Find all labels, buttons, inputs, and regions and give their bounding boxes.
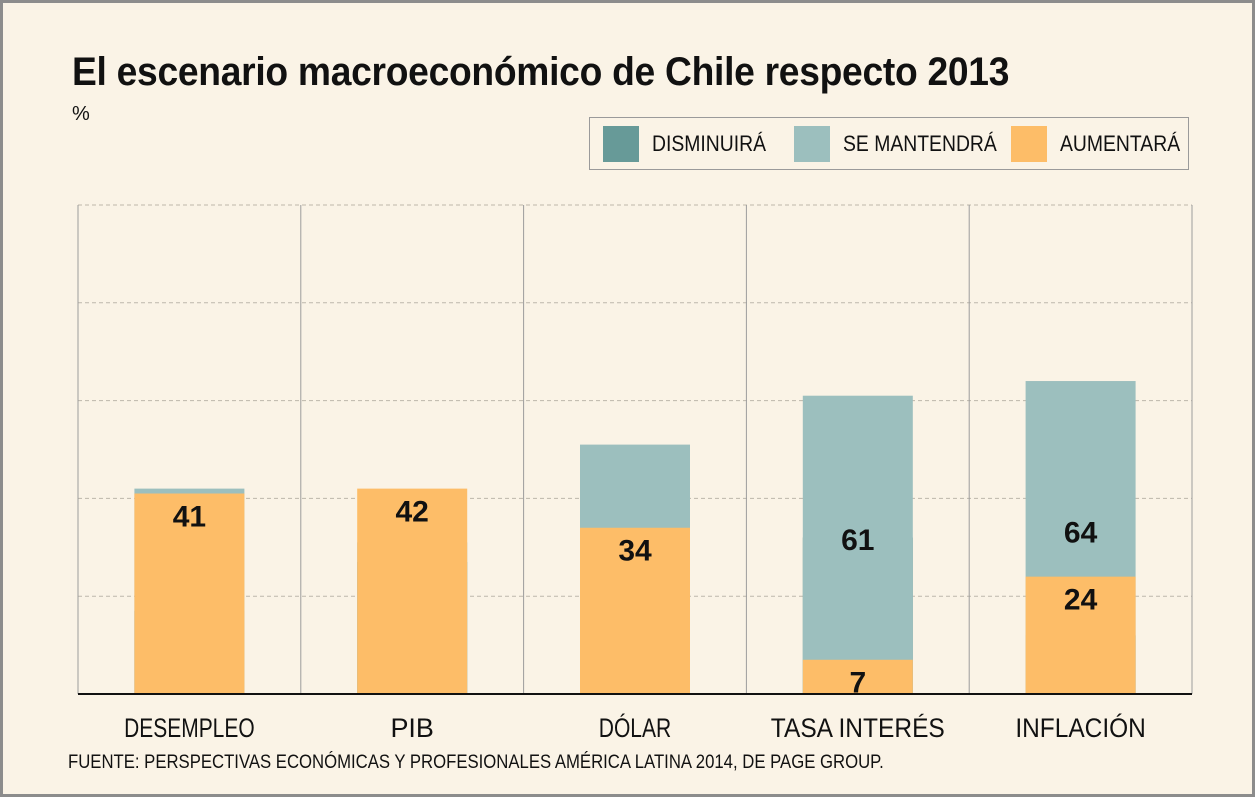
legend-swatch-disminuira — [603, 126, 639, 162]
category-label: TASA INTERÉS — [771, 713, 945, 743]
legend-item-aumentara: AUMENTARÁ — [1011, 126, 1197, 162]
legend-label-se-mantendra: SE MANTENDRÁ — [843, 131, 997, 156]
data-label: 24 — [1064, 584, 1098, 617]
data-label: 34 — [618, 535, 652, 568]
bar-tasa-interés-1 — [802, 395, 913, 694]
bar-tasa-interés-2 — [802, 659, 913, 694]
category-label: DÓLAR — [599, 712, 672, 743]
category-label: INFLACIÓN — [1015, 712, 1146, 743]
legend: DISMINUIRÁ SE MANTENDRÁ AUMENTARÁ — [589, 117, 1189, 170]
bar-dólar-2 — [580, 527, 690, 694]
category-label: PIB — [390, 713, 434, 743]
unit-label: % — [72, 103, 90, 125]
category-label: DESEMPLEO — [124, 713, 255, 743]
bar-pib-2 — [357, 488, 468, 694]
legend-item-disminuira: DISMINUIRÁ — [603, 126, 782, 162]
data-label: 64 — [1064, 516, 1098, 549]
chart-title: El escenario macroeconómico de Chile res… — [72, 50, 1010, 94]
legend-item-se-mantendra: SE MANTENDRÁ — [794, 126, 1018, 162]
legend-label-disminuira: DISMINUIRÁ — [652, 131, 767, 156]
data-label: 7 — [849, 667, 866, 700]
data-label: 61 — [841, 524, 874, 557]
legend-swatch-aumentara — [1011, 126, 1047, 162]
data-label: 42 — [396, 496, 429, 529]
data-label: 41 — [173, 500, 206, 533]
bar-inflación-2 — [1025, 576, 1136, 694]
legend-label-aumentara: AUMENTARÁ — [1060, 131, 1181, 156]
legend-swatch-se-mantendra — [794, 126, 830, 162]
bar-desempleo-2 — [134, 493, 245, 694]
source-note: FUENTE: PERSPECTIVAS ECONÓMICAS Y PROFES… — [68, 752, 884, 773]
